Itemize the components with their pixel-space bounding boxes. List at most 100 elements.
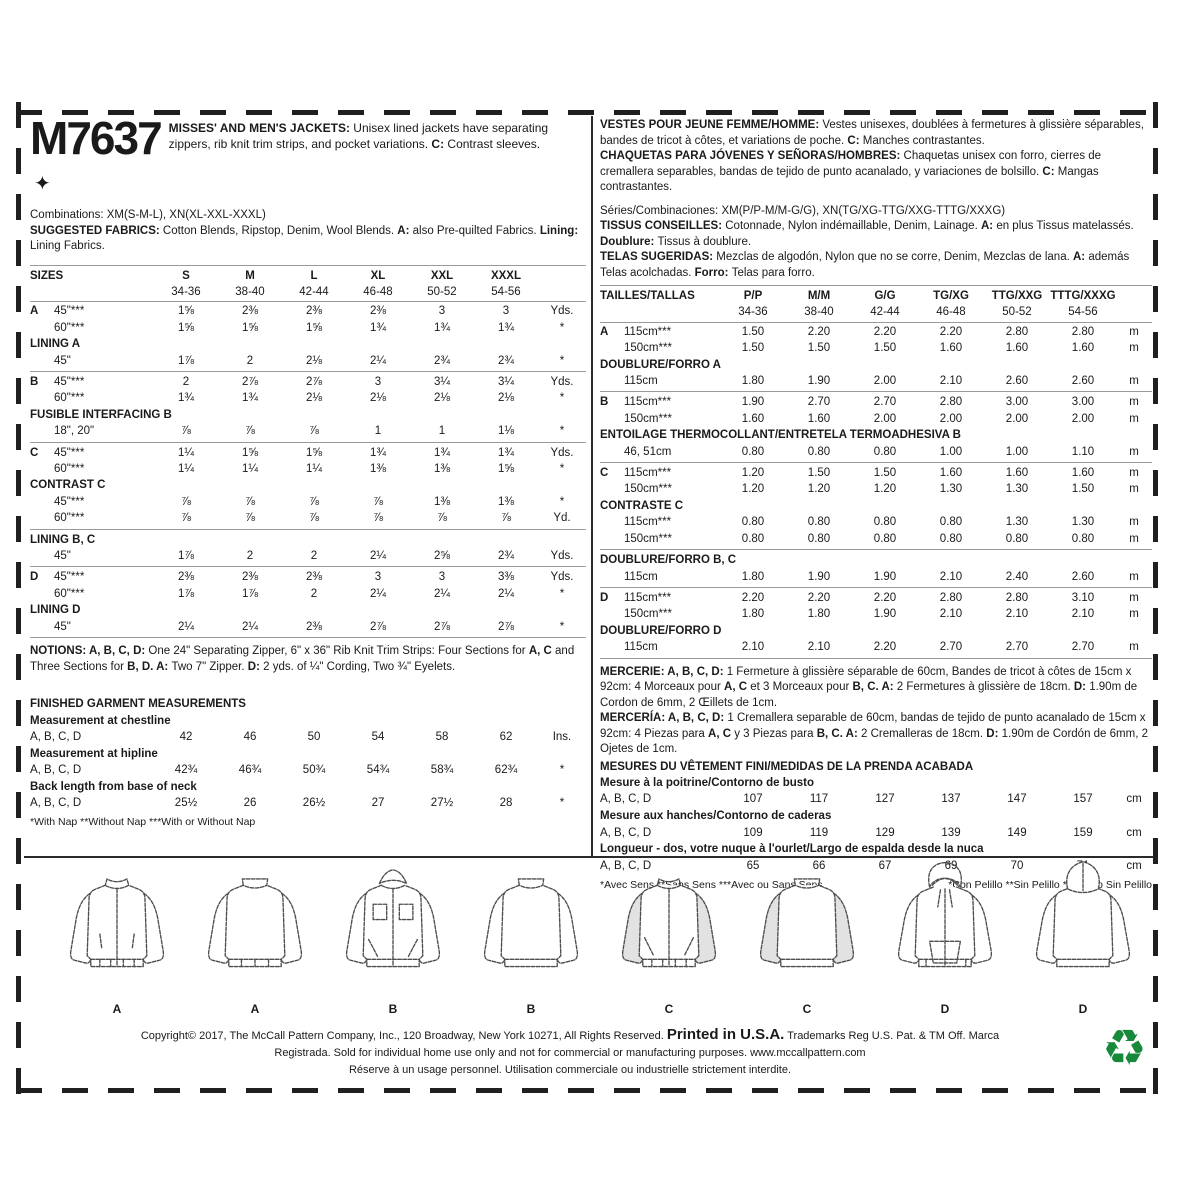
table-rule [30,566,586,568]
view-letter: C [664,1002,674,1016]
table-section-row: CONTRAST C [30,479,106,492]
table-cell: 1.30 [1005,516,1029,529]
table-cell: 0.80 [807,532,831,545]
table-cell: ⅞ [309,512,319,525]
table-cell: 1.90 [741,396,765,409]
table-cell: 3¼ [434,375,450,388]
table-cell: m [1129,375,1139,388]
table-cell: 1¾ [434,446,450,459]
view-letter: C [802,1002,812,1016]
table-cell: ⅞ [245,495,255,508]
table-cell: 2⅜ [178,571,194,584]
table-cell: 159 [1073,826,1093,839]
series-line: Séries/Combinaciones: XM(P/P-M/M-G/G), X… [600,204,1006,217]
table-cell: G/G [874,290,896,302]
table-cell: 1.80 [741,608,765,621]
table-row: C 115cm*** 1.20 1.50 1.50 1.60 1.60 1.60 m [600,465,1152,481]
table-cell: 2 [246,354,254,367]
table-cell: 1¼ [306,462,322,475]
table-cell: 25½ [174,797,198,810]
table-cell: 27½ [430,797,454,810]
table-cell: 150cm*** [624,342,672,355]
table-cell: 2⅞ [242,375,258,388]
table-cell: XXXL [490,269,522,282]
table-cell: 1.60 [1071,342,1095,355]
table-cell: 2⅞ [434,620,450,633]
table-cell: 54¾ [366,764,390,777]
table-cell: 129 [875,826,895,839]
table-cell: XXL [430,269,454,282]
table-row: 150cm*** 1.50 1.50 1.50 1.60 1.60 1.60 m [600,340,1152,356]
table-section-row: FUSIBLE INTERFACING B [30,408,172,421]
table-cell: * [559,425,565,438]
table-section-row: DOUBLURE/FORRO A [600,358,721,371]
table-cell: 60"*** [54,587,85,600]
table-cell: 3 [438,571,446,584]
table-row: 45" 1⅞ 2 2 2¼ 2⅝ 2¾ Yds. [30,548,586,564]
table-cell: 115cm [624,570,658,583]
table-cell: 119 [809,826,829,839]
table-cell: 1.60 [939,467,963,480]
table-row: A 115cm*** 1.50 2.20 2.20 2.20 2.80 2.80 m [600,324,1152,340]
table-cell: 1⅜ [434,462,450,475]
table-cell: 1.20 [873,483,897,496]
table-cell: 1¾ [178,392,194,405]
table-cell: 60"*** [54,462,85,475]
table-cell: Yds. [550,446,574,459]
table-cell: 2¼ [434,587,450,600]
table-cell: 2 [310,550,318,562]
table-cell: 62 [499,730,513,743]
table-row: 18", 20" ⅞ ⅞ ⅞ 1 1 1⅛ * [30,423,586,439]
table-cell: D [30,571,39,584]
table-cell: 1¼ [242,462,258,475]
table-cell: 150cm*** [624,483,672,496]
table-cell: 1.50 [807,342,831,355]
table-cell: * [559,321,565,334]
table-cell: 1⅝ [178,321,194,334]
table-cell: 2⅞ [306,375,322,388]
table-cell: 115cm*** [624,396,672,409]
table-cell: 3.00 [1071,396,1095,409]
table-row: 60"*** 1¼ 1¼ 1¼ 1⅜ 1⅜ 1⅝ * [30,461,586,477]
table-cell: 2¼ [242,620,258,633]
table-cell: ⅞ [181,495,191,508]
table-cell: 1⅜ [498,495,514,508]
description-french: VESTES POUR JEUNE FEMME/HOMME: Vestes un… [600,119,1144,147]
table-cell: 1.50 [873,342,897,355]
jacket-view-a-front: A [52,860,182,1016]
table-cell: 2.10 [807,641,831,654]
table-cell: Yds. [550,305,574,318]
table-cell: 42¾ [174,764,198,777]
table-cell: 2.20 [741,591,765,604]
table-cell: 1⅝ [306,446,322,459]
table-cell: 2⅛ [306,392,322,405]
table-cell: 2.10 [939,570,963,583]
table-rule [30,637,586,639]
table-cell: A, B, C, D [600,793,652,806]
table-row: A, B, C, D 107 117 127 137 147 157 cm [600,791,1152,808]
table-cell: 1.30 [939,483,963,496]
table-cell: TTTG/XXXG [1050,290,1116,302]
table-cell: 150cm*** [624,608,672,621]
table-cell: 1⅝ [242,446,258,459]
table-cell: B [30,375,39,388]
table-cell: 60"*** [54,512,85,525]
table-rule [600,462,1152,464]
table-cell: Yd. [553,512,571,525]
table-header-row: TAILLES/TALLAS P/P M/M G/G TG/XG TTG/XXG TTTG/… [600,288,1152,304]
table-cell: 2.00 [1071,412,1095,425]
jacket-view-b-front: B [328,860,458,1016]
suggested-fabrics: SUGGESTED FABRICS: Cotton Blends, Ripsto… [30,224,579,253]
table-cell: 3⅜ [498,571,514,584]
table-cell: * [559,764,565,777]
table-cell: 1.20 [741,483,765,496]
table-cell: 2⅜ [306,305,322,318]
table-row: A 45"*** 1⅝ 2⅜ 2⅜ 2⅜ 3 3 Yds. [30,303,586,319]
table-cell: 1¾ [434,321,450,334]
table-cell: 1.60 [1005,342,1029,355]
table-section-row: DOUBLURE/FORRO B, C [600,554,737,567]
table-cell: 58 [435,730,449,743]
table-cell: 54 [371,730,385,743]
jacket-d-front-drawing [897,862,993,968]
table-cell: 2.70 [807,396,831,409]
